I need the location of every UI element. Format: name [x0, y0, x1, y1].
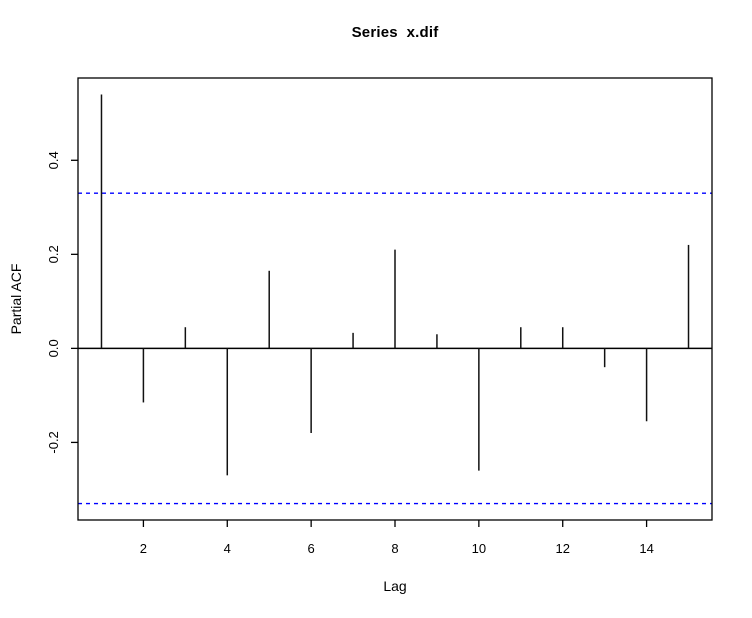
y-tick-label: 0.0: [46, 339, 61, 357]
x-tick-label: 12: [555, 541, 569, 556]
x-tick-label: 6: [308, 541, 315, 556]
plot-title: Series x.dif: [351, 24, 439, 41]
y-tick-label: 0.4: [46, 151, 61, 169]
x-tick-label: 14: [639, 541, 653, 556]
x-axis-label: Lag: [383, 578, 407, 594]
y-tick-label: 0.2: [46, 245, 61, 263]
y-tick-label: -0.2: [46, 431, 61, 453]
x-tick-label: 4: [224, 541, 231, 556]
x-tick-label: 10: [472, 541, 486, 556]
x-tick-label: 2: [140, 541, 147, 556]
x-tick-label: 8: [391, 541, 398, 556]
